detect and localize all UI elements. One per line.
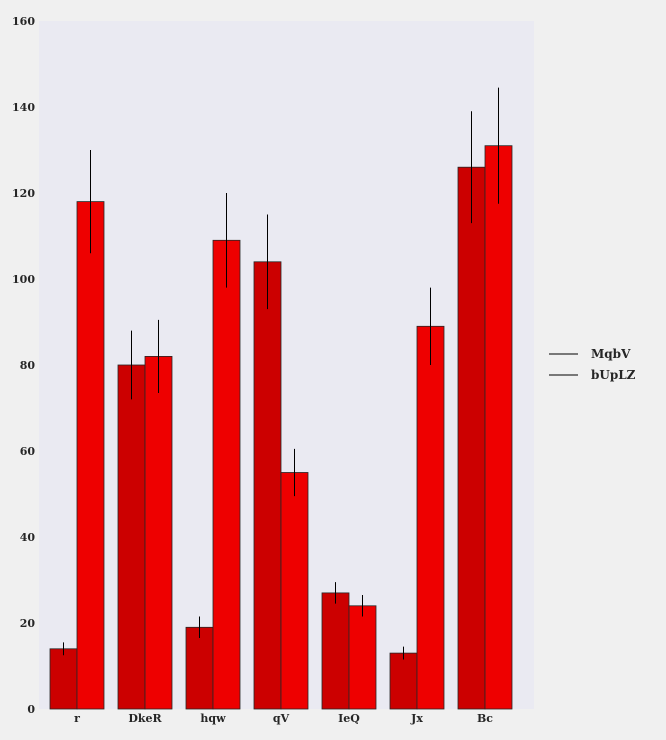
bar-MqbV-r [49,648,78,710]
legend-label: MqbV [591,347,631,361]
y-tick-label: 20 [20,617,36,630]
y-tick-label: 100 [12,273,35,286]
y-tick-label: 0 [27,703,35,716]
bar-bUpLZ-hqw [212,239,241,710]
x-tick-label: IeQ [338,712,360,725]
bar-MqbV-Jx [389,652,418,710]
bar-bUpLZ-Bc [484,145,513,710]
y-tick-label: 120 [12,187,35,200]
y-tick-label: 80 [20,359,36,372]
error-bars-group [63,87,499,660]
x-tick-label: DkeR [128,712,162,725]
x-tick-label: hqw [200,712,226,725]
x-tick-label: Bc [477,712,493,725]
x-tick-label: qV [273,712,290,725]
bar-MqbV-Bc [457,166,486,710]
legend: MqbV bUpLZ [549,347,636,382]
bar-bUpLZ-qV [280,472,309,710]
bar-MqbV-hqw [185,626,214,710]
bar-bUpLZ-r [76,201,105,710]
bar-MqbV-qV [253,261,282,710]
x-axis-ticks: r DkeR hqw qV IeQ Jx Bc [74,712,493,725]
x-tick-label: r [74,712,80,725]
bar-bUpLZ-Jx [416,325,445,710]
legend-label: bUpLZ [591,368,636,382]
y-tick-label: 140 [12,101,35,114]
y-tick-label: 60 [20,445,36,458]
bar-bUpLZ-IeQ [348,605,377,710]
bars-group [49,145,513,710]
y-axis-ticks: 0 20 40 60 80 100 120 140 160 [12,15,35,716]
x-tick-label: Jx [410,712,423,725]
bar-MqbV-IeQ [321,592,350,710]
bar-MqbV-DkeR [117,364,146,710]
y-tick-label: 160 [12,15,35,28]
y-tick-label: 40 [20,531,36,544]
bar-bUpLZ-DkeR [144,355,173,710]
